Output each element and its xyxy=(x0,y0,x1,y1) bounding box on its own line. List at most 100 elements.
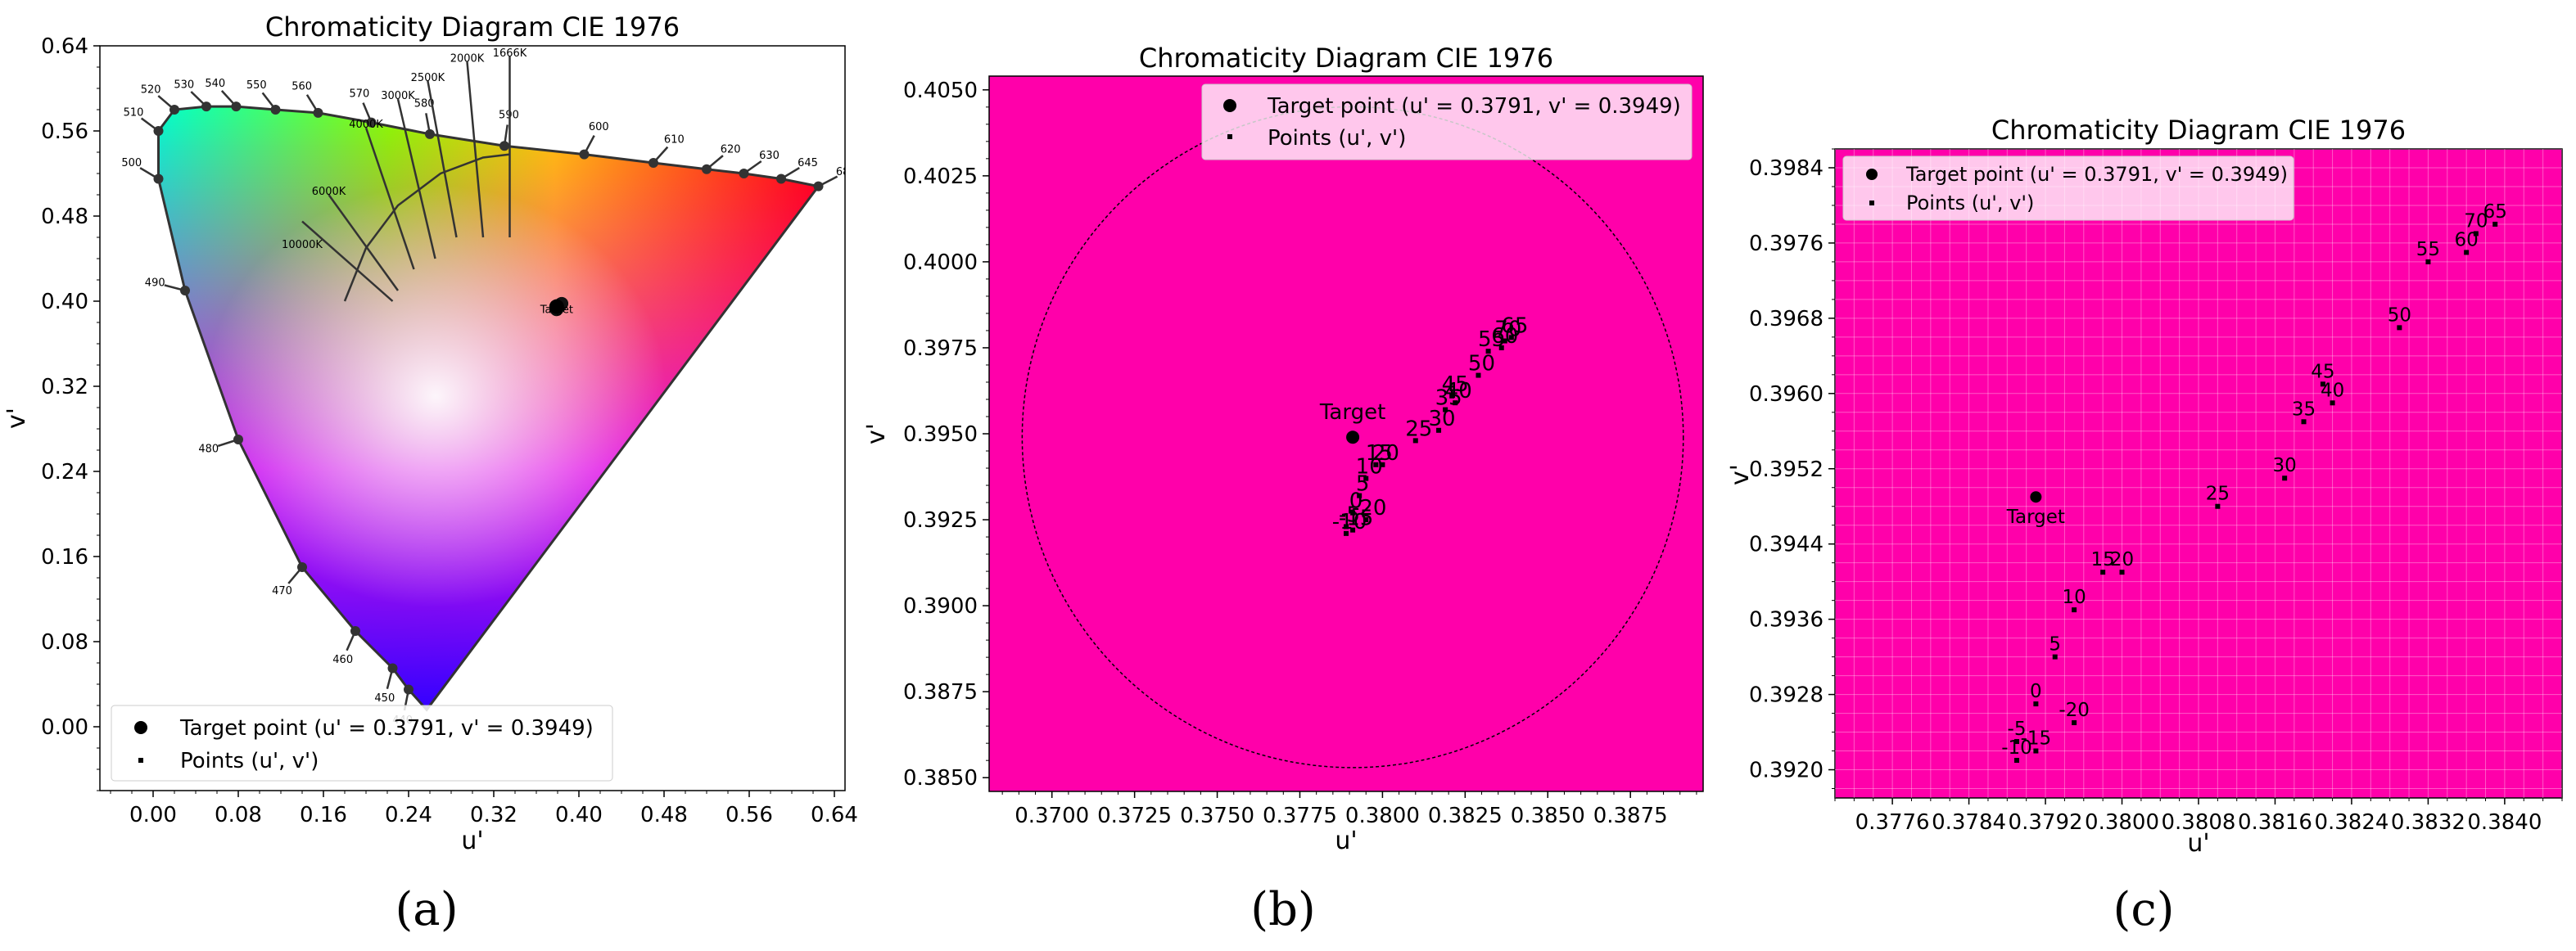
target-point xyxy=(1346,430,1360,444)
isotherm-label: 3000K xyxy=(381,90,415,102)
panel-label-c: (c) xyxy=(2113,883,2174,936)
wavelength-label: 610 xyxy=(664,134,685,146)
wavelength-tick xyxy=(190,91,207,107)
data-point-label: 30 xyxy=(2273,455,2297,476)
isotherm-line xyxy=(466,61,485,238)
data-point xyxy=(1502,338,1507,344)
data-point xyxy=(2033,701,2039,707)
wavelength-tick xyxy=(164,284,186,292)
b-xtick-label: 0.3850 xyxy=(1511,804,1585,828)
legend-c: Target point (u' = 0.3791, v' = 0.3949) … xyxy=(1842,155,2294,221)
legend-target-label-c: Target point (u' = 0.3791, v' = 0.3949) xyxy=(1905,163,2288,186)
legend-a: Target point (u' = 0.3791, v' = 0.3949) … xyxy=(111,705,613,782)
legend-target-marker-b xyxy=(1223,99,1236,112)
data-point-label: -5 xyxy=(2008,719,2027,740)
b-ytick-label: 0.4050 xyxy=(903,79,978,103)
data-point xyxy=(1344,530,1349,536)
isotherm-line xyxy=(396,98,436,259)
wavelength-tick xyxy=(287,566,303,584)
data-point xyxy=(2014,758,2019,764)
legend-target-label-b: Target point (u' = 0.3791, v' = 0.3949) xyxy=(1267,94,1681,119)
data-point xyxy=(2072,607,2077,613)
c-ytick-label: 0.3944 xyxy=(1749,533,1824,557)
chart-title-a: Chromaticity Diagram CIE 1976 xyxy=(265,11,680,43)
x-axis-label-a: u' xyxy=(461,827,483,855)
isotherm-label: 10000K xyxy=(282,239,323,251)
target-label: Target xyxy=(540,304,573,317)
panel-label-a: (a) xyxy=(395,883,458,936)
data-point xyxy=(1453,400,1458,406)
data-point xyxy=(1476,372,1481,378)
wavelength-label: 470 xyxy=(272,585,292,597)
data-point-label: 20 xyxy=(2110,549,2134,570)
b-ytick-label: 0.3900 xyxy=(903,594,978,619)
wavelength-label: 580 xyxy=(414,98,435,110)
b-xtick-label: 0.3875 xyxy=(1593,804,1668,828)
c-xtick-label: 0.3808 xyxy=(2162,810,2236,835)
data-point-label: 65 xyxy=(2483,201,2507,223)
data-point xyxy=(1350,527,1356,533)
legend-points-marker-c xyxy=(1869,201,1874,205)
data-point xyxy=(1344,524,1349,530)
legend-points-marker xyxy=(138,758,143,763)
a-xtick-label: 0.32 xyxy=(470,803,517,827)
a-ytick-label: 0.24 xyxy=(41,460,88,485)
legend-box-c xyxy=(1842,155,2294,221)
data-point xyxy=(2473,231,2479,237)
wavelength-label: 540 xyxy=(205,78,225,90)
data-point-label: 55 xyxy=(2416,239,2440,260)
a-xtick-label: 0.24 xyxy=(385,803,432,827)
data-point xyxy=(1373,462,1379,467)
b-xtick-label: 0.3725 xyxy=(1097,804,1172,828)
data-point xyxy=(1443,407,1448,412)
wavelength-label: 620 xyxy=(721,143,741,155)
target-label: Target xyxy=(2006,507,2065,528)
ticks-b: 0.3700 0.3725 0.3750 0.3775 0.3800 0.3825 0.38… xyxy=(903,79,1697,828)
wavelength-label: 490 xyxy=(145,277,165,289)
data-point-label: 35 xyxy=(1435,386,1462,411)
b-ytick-label: 0.3850 xyxy=(903,766,978,791)
wavelength-label: 645 xyxy=(798,157,818,169)
b-xtick-label: 0.3700 xyxy=(1015,804,1089,828)
data-point xyxy=(2425,259,2431,264)
data-point-label: 45 xyxy=(2311,361,2334,382)
data-point-label: -5 xyxy=(1339,503,1360,527)
ticks-a: 0.00 0.08 0.16 0.24 0.32 0.40 0.48 0.56 0.64 0.00… xyxy=(41,34,858,827)
b-ytick-label: 0.4000 xyxy=(903,250,978,275)
wavelength-label: 550 xyxy=(246,79,267,92)
b-ytick-label: 0.3925 xyxy=(903,508,978,533)
legend-target-marker xyxy=(134,721,147,734)
legend-points-label: Points (u', v') xyxy=(180,749,319,773)
data-point xyxy=(1357,493,1363,498)
a-ytick-label: 0.56 xyxy=(41,119,88,144)
legend-box-a xyxy=(111,705,613,782)
target-label: Target xyxy=(1319,400,1385,425)
legend-b: Target point (u' = 0.3791, v' = 0.3949) … xyxy=(1201,83,1692,160)
c-ytick-label: 0.3952 xyxy=(1749,457,1824,482)
isotherm-line xyxy=(427,80,458,238)
wavelength-label: 460 xyxy=(332,654,353,666)
wavelength-tick xyxy=(139,167,160,180)
b-xtick-label: 0.3800 xyxy=(1345,804,1420,828)
a-xtick-label: 0.64 xyxy=(811,803,858,827)
b-ytick-label: 0.3875 xyxy=(903,680,978,705)
wavelength-tick xyxy=(362,102,373,124)
a-ytick-label: 0.64 xyxy=(41,34,88,59)
wavelength-label: 630 xyxy=(759,150,780,162)
legend-points-marker-b xyxy=(1227,134,1232,139)
a-xtick-label: 0.56 xyxy=(725,803,773,827)
data-point-label: 50 xyxy=(2388,304,2411,326)
c-ytick-label: 0.3976 xyxy=(1749,232,1824,256)
legend-target-label: Target point (u' = 0.3791, v' = 0.3949) xyxy=(179,716,594,741)
c-xtick-label: 0.3776 xyxy=(1855,810,1930,835)
wavelength-label: 560 xyxy=(291,80,312,92)
wavelength-tick xyxy=(140,117,160,133)
wavelength-tick xyxy=(503,124,508,146)
data-point xyxy=(2397,325,2402,331)
plot-area-b xyxy=(988,75,1704,792)
c-ytick-label: 0.3920 xyxy=(1749,759,1824,783)
wavelength-tick xyxy=(653,146,669,164)
data-point-label: -10 xyxy=(1332,510,1367,534)
c-xtick-label: 0.3800 xyxy=(2085,810,2159,835)
grid-c xyxy=(1835,149,2562,798)
